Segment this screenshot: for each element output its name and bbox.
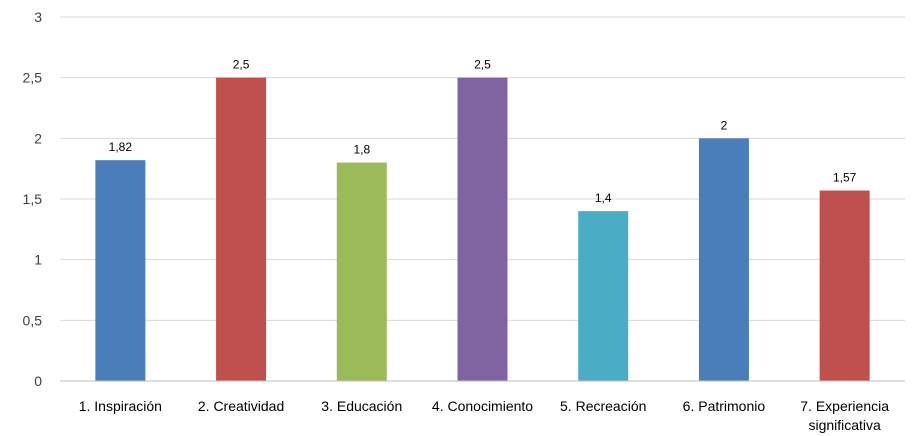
x-tick-label: 6. Patrimonio — [683, 398, 766, 414]
bar — [457, 77, 508, 382]
data-label: 1,8 — [353, 143, 370, 157]
bar — [698, 138, 749, 381]
data-label: 1,57 — [833, 171, 857, 185]
x-tick-label: 7. Experiencia significativa — [800, 398, 889, 433]
y-tick-label: 2 — [34, 130, 42, 146]
data-label: 2 — [721, 118, 728, 132]
bar — [95, 160, 146, 381]
bar — [216, 77, 267, 382]
data-label: 2,5 — [474, 58, 491, 72]
y-tick-label: 0,5 — [23, 312, 43, 328]
y-tick-label: 2,5 — [23, 70, 43, 86]
y-tick-label: 1 — [34, 252, 42, 268]
y-axis-ticks: 0 0,5 1 1,5 2 2,5 3 — [23, 9, 43, 389]
x-axis-labels: 1. Inspiración 2. Creatividad 3. Educación… — [79, 398, 889, 433]
data-labels: 1,82 2,5 1,8 2,5 1,4 2 1,57 — [109, 58, 857, 205]
x-tick-label: 3. Educación — [321, 398, 402, 414]
y-tick-label: 3 — [34, 9, 42, 25]
x-tick-label: 5. Recreación — [560, 398, 646, 414]
bar — [578, 211, 629, 381]
data-label: 1,4 — [595, 191, 612, 205]
bars — [95, 77, 870, 382]
y-tick-label: 1,5 — [23, 191, 43, 207]
bar — [336, 162, 387, 381]
y-tick-label: 0 — [34, 373, 42, 389]
data-label: 2,5 — [233, 58, 250, 72]
x-tick-label: 2. Creatividad — [198, 398, 284, 414]
data-label: 1,82 — [109, 140, 133, 154]
x-tick-label: 4. Conocimiento — [432, 398, 533, 414]
bar — [819, 190, 870, 381]
x-tick-label: 1. Inspiración — [79, 398, 162, 414]
